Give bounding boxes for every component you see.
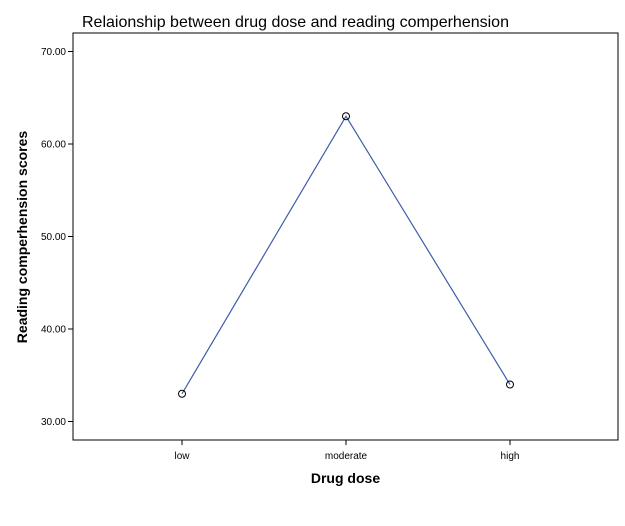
- data-points: [178, 112, 514, 398]
- x-axis: low moderate high: [174, 440, 519, 462]
- x-tick-label: moderate: [325, 451, 368, 462]
- y-axis-label: Reading comperhension scores: [14, 131, 30, 344]
- y-tick-label: 60.00: [41, 140, 66, 151]
- data-point: [506, 380, 514, 389]
- y-tick-label: 40.00: [41, 325, 66, 336]
- y-axis: 30.00 40.00 50.00 60.00 70.00: [41, 47, 73, 428]
- y-tick-label: 30.00: [41, 417, 66, 428]
- y-tick-label: 50.00: [41, 232, 66, 243]
- x-axis-label: Drug dose: [311, 470, 380, 486]
- plot-frame: [72, 32, 619, 441]
- x-tick-label: low: [174, 451, 190, 462]
- x-tick-label: high: [501, 451, 520, 462]
- data-point: [178, 389, 186, 398]
- data-point: [342, 112, 350, 121]
- series-line: [181, 115, 511, 395]
- chart-title: Relaionship between drug dose and readin…: [82, 14, 509, 31]
- y-tick-label: 70.00: [41, 47, 66, 58]
